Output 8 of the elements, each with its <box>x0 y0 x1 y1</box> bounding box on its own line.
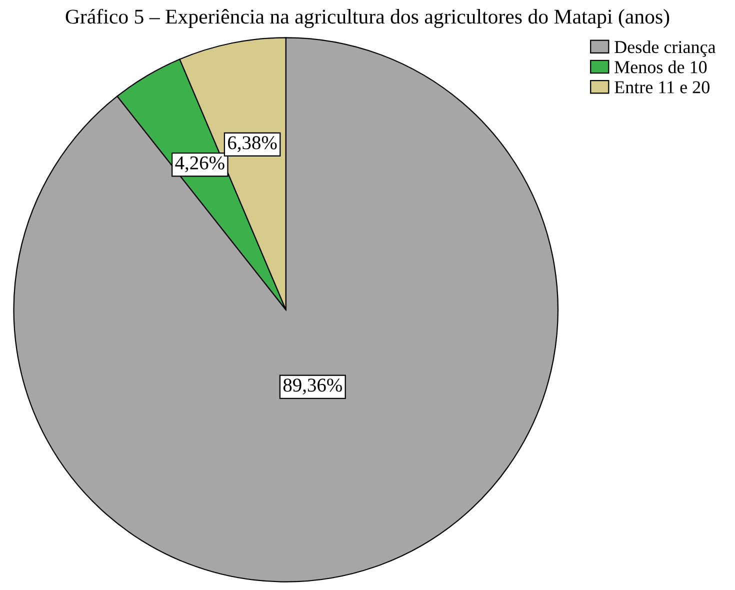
legend-label: Menos de 10 <box>614 60 707 74</box>
data-label: 89,36% <box>283 378 342 395</box>
pie-slice <box>13 37 559 582</box>
data-label: 4,26% <box>175 156 224 172</box>
legend-label: Entre 11 e 20 <box>614 81 710 94</box>
chart-title: Gráfico 5 – Experiência na agricultura dos agricultores do Matapi (anos) <box>66 8 670 28</box>
legend-label: Desde criança <box>614 40 716 57</box>
data-label: 6,38% <box>228 136 277 152</box>
